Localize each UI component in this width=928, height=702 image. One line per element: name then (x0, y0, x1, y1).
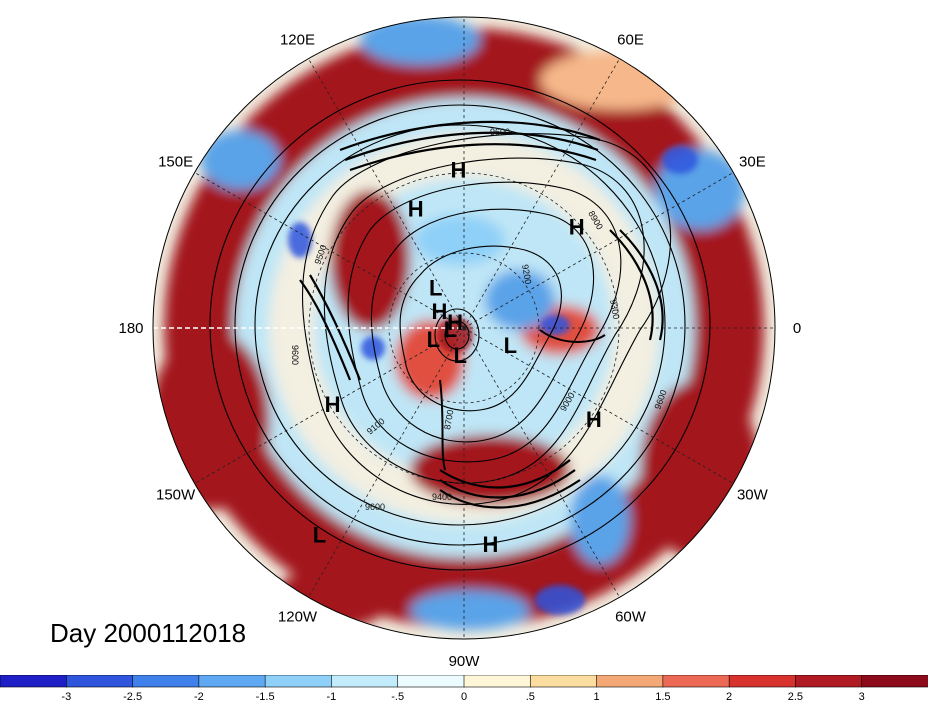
colorbar-swatch (132, 675, 200, 688)
colorbar-swatch (728, 675, 797, 688)
colorbar-tick-label: 2 (726, 691, 732, 702)
longitude-label: 120E (280, 32, 315, 49)
contour-label: 9200 (520, 264, 533, 285)
longitude-label: 30E (739, 154, 766, 171)
longitude-label: 60W (615, 608, 647, 625)
longitude-label: 0 (793, 320, 801, 337)
high-pressure-marker: H (451, 158, 467, 183)
longitude-labels: 90E 60E 30E 0 30W 60W 90W 120W 150W 180 150E 120E (118, 0, 801, 670)
high-pressure-marker: H (586, 407, 602, 432)
map-boundary (152, 16, 776, 640)
colorbar-swatch (795, 675, 863, 688)
contour-label: 9400 (432, 492, 452, 502)
high-pressure-marker: H (447, 310, 463, 335)
colorbar-tick-label: -3 (61, 691, 71, 702)
height-contours (209, 79, 711, 571)
plot-title: Day 2000112018 (50, 618, 247, 648)
high-pressure-marker: H (432, 299, 448, 324)
contour-label: 9600 (490, 127, 510, 137)
colorbar-swatch (463, 675, 532, 688)
colorbar-swatch (65, 675, 134, 688)
contour-label: 9600 (365, 502, 385, 512)
longitude-label: 30W (737, 487, 769, 504)
colorbar-tick-label: 3 (859, 691, 865, 702)
high-pressure-marker: H (483, 532, 499, 557)
longitude-label: 150W (156, 487, 196, 504)
colorbar-tick-label: -1.5 (256, 691, 275, 702)
colorbar-tick-label: -2.5 (123, 691, 142, 702)
colorbar-swatch (397, 675, 465, 688)
longitude-label: 180 (118, 320, 143, 337)
low-pressure-marker: L (453, 343, 466, 368)
colorbar-tick-label: -1 (327, 691, 337, 702)
contour-label: 9300 (608, 299, 621, 320)
colorbar-swatch (0, 675, 68, 688)
colorbar-swatch (264, 675, 333, 688)
longitude-label: 120W (278, 608, 318, 625)
colorbar-tick-label: 0 (461, 691, 467, 702)
high-pressure-marker: H (408, 197, 424, 222)
low-pressure-marker: L (444, 317, 457, 342)
colorbar-swatch (596, 675, 664, 688)
low-pressure-marker: L (504, 333, 517, 358)
longitude-label: 60E (617, 32, 644, 49)
colorbar-tick-label: -.5 (391, 691, 404, 702)
colorbar-swatch (331, 675, 399, 688)
longitude-label: 90W (449, 653, 481, 670)
low-pressure-marker: L (313, 522, 326, 547)
colorbar-tick-label: 1.5 (655, 691, 670, 702)
colorbar-tick-label: .5 (526, 691, 535, 702)
high-pressure-marker: H (569, 215, 585, 240)
colorbar-swatch (198, 675, 266, 688)
longitude-label: 150E (158, 154, 193, 171)
colorbar-tick-label: -2 (194, 691, 204, 702)
colorbar-tick-label: 1 (594, 691, 600, 702)
contour-label: 9600 (290, 345, 300, 365)
contour-label: 8700 (442, 409, 455, 430)
colorbar-swatch (662, 675, 730, 688)
colorbar-swatch (529, 675, 598, 688)
low-pressure-marker: L (429, 276, 442, 301)
longitude-label: 90E (451, 0, 478, 4)
colorbar: -3 -2.5 -2 -1.5 -1 -.5 0 .5 1 1.5 2 2.5 3 (0, 675, 928, 702)
low-pressure-marker: L (427, 327, 440, 352)
high-pressure-marker: H (325, 392, 341, 417)
colorbar-tick-label: 2.5 (788, 691, 803, 702)
colorbar-swatch (861, 675, 928, 688)
